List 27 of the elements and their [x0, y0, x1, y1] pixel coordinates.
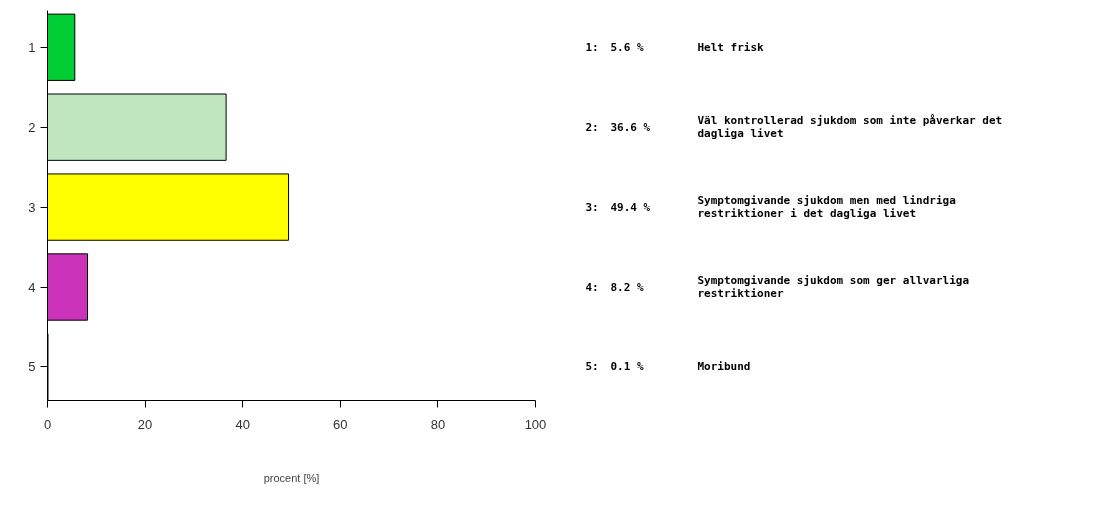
text: 0.1 % — [610, 360, 644, 374]
x-tick-label: 20 — [137, 416, 153, 432]
text: 8.2 % — [610, 280, 644, 294]
y-tick-label: 3 — [28, 199, 36, 215]
text: Väl kontrollerad sjukdom som inte påverkar det dagliga livet — [697, 114, 1003, 141]
text: Symptomgivande sjukdom men med lindriga restriktioner i det dagliga livet — [697, 194, 956, 221]
text: 2: — [585, 120, 599, 134]
y-tick-label: 1 — [28, 39, 36, 55]
x-tick-label: 0 — [43, 416, 52, 432]
y-tick-label: 4 — [28, 279, 36, 295]
text: 5: — [585, 360, 599, 374]
text: Moribund — [697, 360, 751, 374]
text: Helt frisk — [697, 40, 765, 54]
y-tick-label: 5 — [28, 359, 36, 375]
x-tick-label: 100 — [524, 416, 547, 432]
text: 5.6 % — [610, 40, 644, 54]
text: 4: — [585, 280, 599, 294]
y-tick-label: 2 — [28, 119, 36, 135]
text: 49.4 % — [610, 200, 651, 214]
text: 3: — [585, 200, 599, 214]
text: 36.6 % — [610, 120, 651, 134]
x-tick-label: 80 — [430, 416, 446, 432]
text: 1: — [585, 40, 599, 54]
text: Symptomgivande sjukdom som ger allvarliga restriktioner — [697, 274, 970, 301]
x-axis-title: procent [%] — [263, 471, 320, 484]
x-tick-label: 40 — [235, 416, 250, 432]
x-tick-label: 60 — [333, 416, 348, 432]
